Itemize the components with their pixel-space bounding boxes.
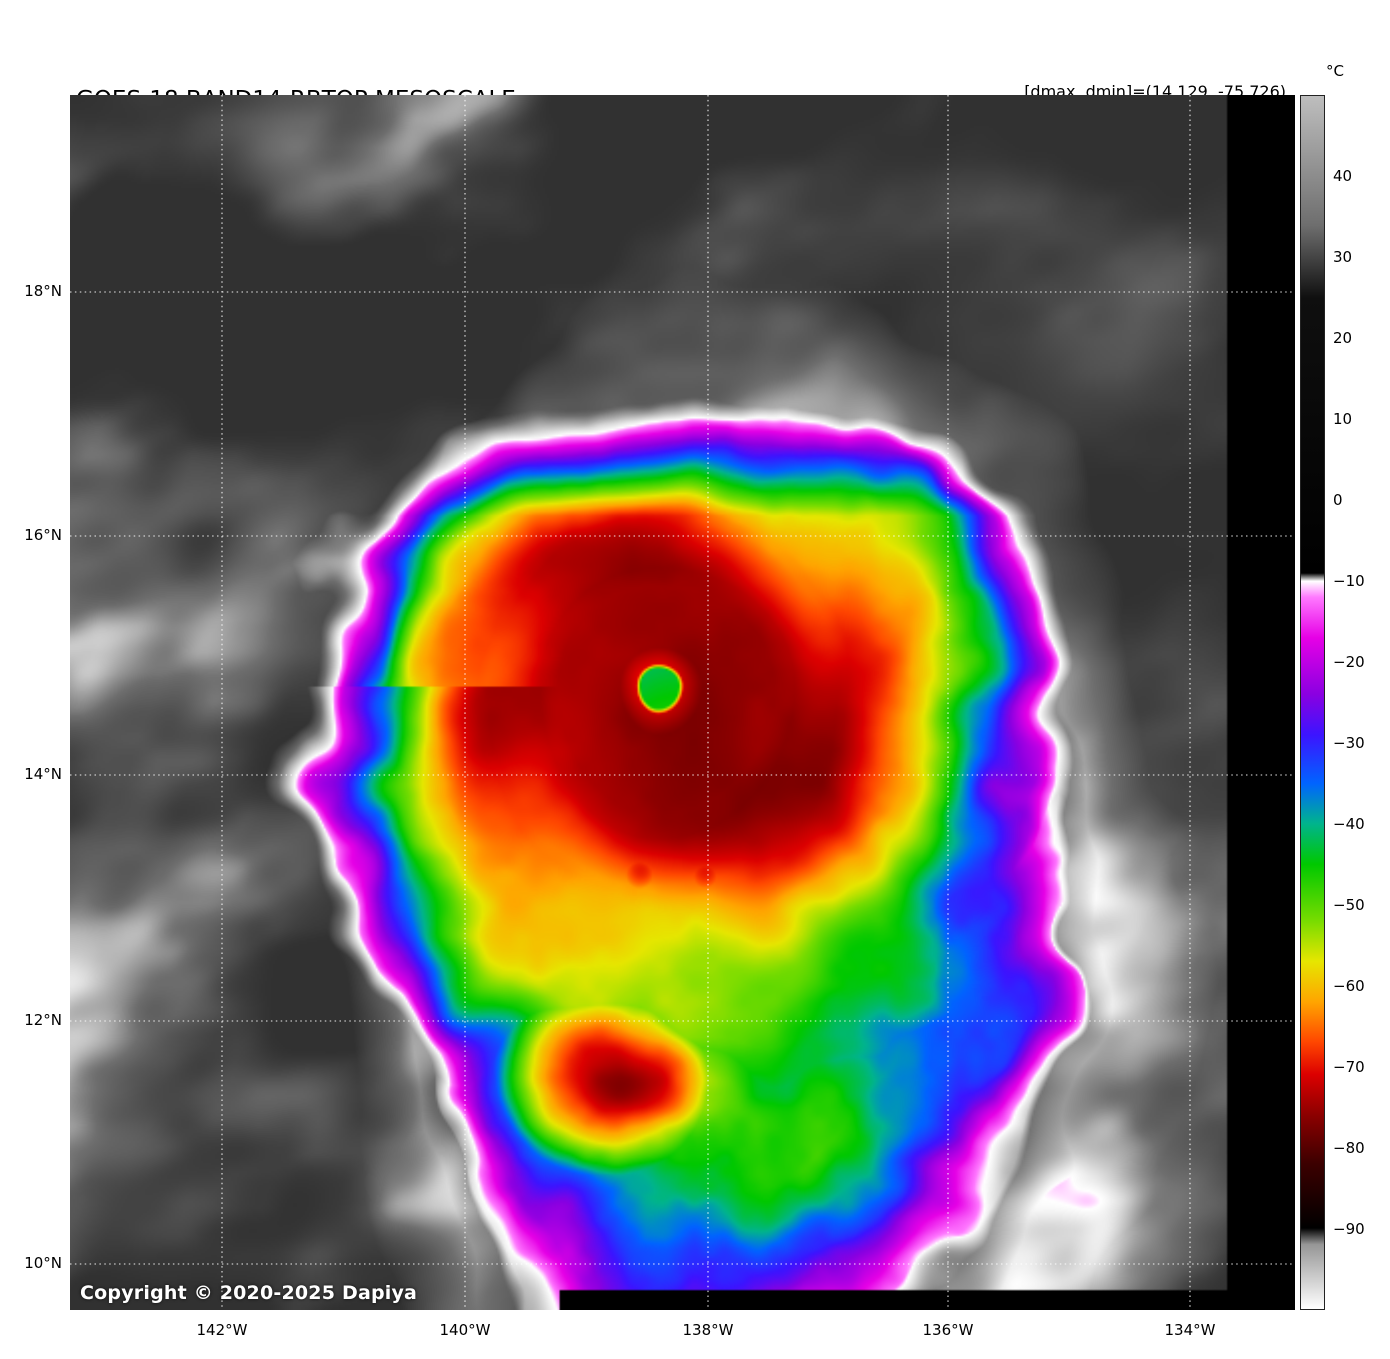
lon-tick-label: 142°W <box>196 1321 248 1339</box>
colorbar-tick-label: −20 <box>1333 653 1365 671</box>
lon-tick-label: 136°W <box>922 1321 974 1339</box>
colorbar-tick-label: 30 <box>1333 248 1353 266</box>
colorbar-tick-label: 20 <box>1333 329 1353 347</box>
colorbar-tick-label: −30 <box>1333 734 1365 752</box>
satellite-map: Copyright © 2020-2025 Dapiya <box>70 95 1295 1310</box>
lat-tick-label: 12°N <box>24 1011 62 1029</box>
lon-tick-label: 138°W <box>682 1321 734 1339</box>
lat-tick-label: 18°N <box>24 282 62 300</box>
satellite-imagery <box>70 95 1295 1310</box>
colorbar-tick-label: −60 <box>1333 977 1365 995</box>
colorbar-tick-label: 40 <box>1333 167 1353 185</box>
copyright-watermark: Copyright © 2020-2025 Dapiya <box>80 1282 418 1304</box>
lon-tick-label: 140°W <box>439 1321 491 1339</box>
colorbar <box>1300 95 1325 1310</box>
lon-tick-label: 134°W <box>1164 1321 1216 1339</box>
colorbar-tick-label: −10 <box>1333 572 1365 590</box>
colorbar-tick-label: 10 <box>1333 410 1353 428</box>
lat-tick-label: 10°N <box>24 1254 62 1272</box>
colorbar-tick-label: −70 <box>1333 1058 1365 1076</box>
lat-tick-label: 14°N <box>24 765 62 783</box>
colorbar-tick-label: −50 <box>1333 896 1365 914</box>
colorbar-unit-label: °C <box>1326 62 1344 80</box>
colorbar-tick-label: −40 <box>1333 815 1365 833</box>
colorbar-tick-label: −80 <box>1333 1139 1365 1157</box>
colorbar-tick-label: −90 <box>1333 1220 1365 1238</box>
lat-tick-label: 16°N <box>24 526 62 544</box>
colorbar-tick-label: 0 <box>1333 491 1343 509</box>
